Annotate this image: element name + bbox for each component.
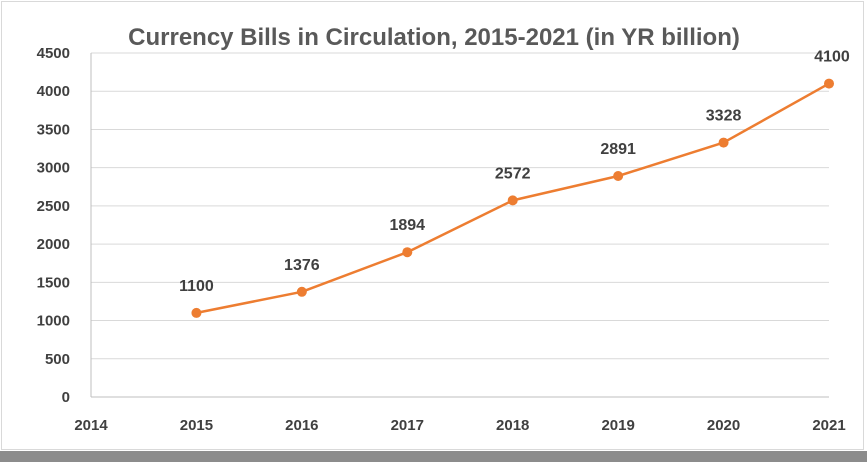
y-tick-label: 1000 <box>37 313 70 330</box>
data-point <box>402 247 413 258</box>
x-tick-label: 2021 <box>812 417 845 434</box>
axes <box>90 53 829 398</box>
data-point <box>296 286 307 297</box>
y-tick-label: 500 <box>45 351 70 368</box>
data-label: 1376 <box>284 257 320 274</box>
bottom-border-bar <box>0 451 867 462</box>
data-point <box>613 170 624 181</box>
data-labels: 1100 1376 1894 2572 2891 3328 4100 <box>179 49 850 295</box>
x-tick-label: 2016 <box>285 417 318 434</box>
x-tick-label: 2019 <box>601 417 634 434</box>
x-tick-labels: 2014 2015 2016 2017 2018 2019 2020 2021 <box>74 417 845 434</box>
data-point <box>191 307 202 318</box>
chart-frame <box>1 1 864 450</box>
data-point <box>824 78 834 89</box>
series-orders <box>191 78 834 318</box>
data-label: 4100 <box>814 49 850 66</box>
data-label: 2572 <box>495 165 531 182</box>
grid-lines <box>91 52 829 360</box>
data-label: 3328 <box>706 108 742 125</box>
y-tick-label: 2500 <box>37 198 70 215</box>
chart-title: Currency Bills in Circulation, 2015-2021… <box>128 24 740 51</box>
y-tick-label: 3500 <box>37 121 70 138</box>
data-label: 2891 <box>600 141 636 158</box>
data-point <box>718 137 729 148</box>
x-tick-label: 2014 <box>74 417 108 434</box>
x-tick-label: 2018 <box>496 417 529 434</box>
x-tick-label: 2017 <box>391 417 424 434</box>
data-label: 1894 <box>389 217 425 234</box>
y-tick-label: 4000 <box>37 83 70 100</box>
data-label: 1100 <box>179 278 214 295</box>
x-tick-label: 2020 <box>707 417 740 434</box>
y-tick-label: 3000 <box>37 160 70 177</box>
y-tick-label: 0 <box>62 389 70 406</box>
y-tick-label: 1500 <box>37 274 70 291</box>
y-tick-label: 2000 <box>37 236 70 253</box>
data-point <box>507 195 518 206</box>
y-tick-label: 4500 <box>37 45 70 62</box>
y-tick-labels: 0 500 1000 1500 2000 2500 3000 3500 4000 4500 <box>37 45 70 406</box>
x-tick-label: 2015 <box>180 417 213 434</box>
